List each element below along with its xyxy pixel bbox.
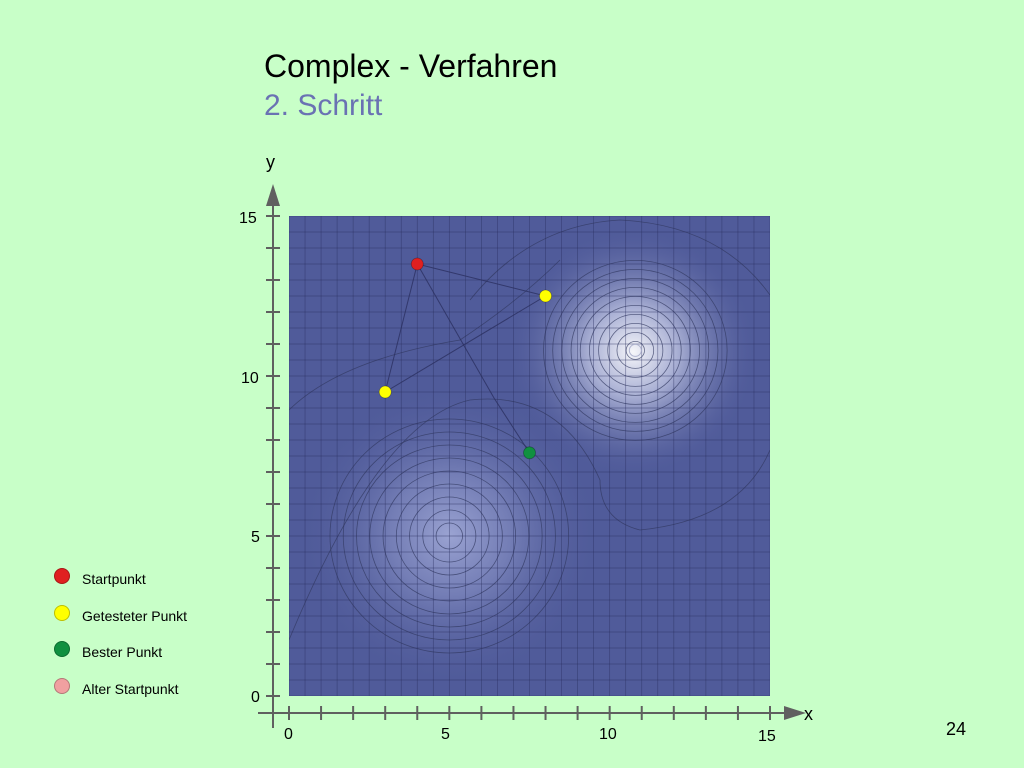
- contour-ring: [579, 295, 691, 405]
- green-dot-icon: [54, 641, 70, 657]
- y-axis-label: y: [266, 152, 275, 172]
- page-number: 24: [946, 719, 967, 739]
- legend-label: Alter Startpunkt: [82, 680, 179, 697]
- x-tick-15: 15: [758, 728, 776, 745]
- legend-item-bester-punkt: Bester Punkt: [52, 639, 252, 676]
- contour-ring: [616, 331, 655, 369]
- y-tick-5: 5: [251, 529, 260, 546]
- simplex-edge: [417, 263, 546, 297]
- legend: Startpunkt Getesteter Punkt Bester Punkt…: [52, 566, 252, 712]
- legend-label: Bester Punkt: [82, 644, 163, 660]
- legend-item-startpunkt: Startpunkt: [52, 566, 252, 603]
- grid-lines: [289, 216, 770, 696]
- y-axis-arrow: [266, 184, 280, 206]
- contour-outer-b: [289, 259, 561, 411]
- y-tick-15: 15: [239, 210, 257, 227]
- simplex-edge: [416, 263, 495, 399]
- contour-ring: [589, 304, 682, 396]
- simplex-edge: [384, 295, 546, 393]
- point-getesteter-punkt: [378, 385, 392, 399]
- point-startpunkt: [410, 257, 424, 271]
- simplex-edge: [493, 398, 530, 454]
- y-tick-0: 0: [251, 689, 260, 706]
- pink-dot-icon: [54, 677, 70, 694]
- red-dot-icon: [54, 568, 70, 584]
- x-axis-arrow: [784, 706, 806, 720]
- point-bester-punkt: [523, 446, 536, 460]
- x-tick-5: 5: [441, 726, 450, 743]
- contour-ring: [607, 322, 664, 378]
- simplex-edge: [384, 263, 418, 393]
- legend-label: Startpunkt: [82, 571, 146, 587]
- legend-item-alter-startpunkt: Alter Startpunkt: [52, 676, 252, 713]
- yellow-dot-icon: [54, 604, 70, 621]
- maximum-marker: [628, 343, 642, 357]
- contour-ring: [543, 259, 728, 441]
- contour-saddle: [289, 398, 770, 641]
- contour-ring: [552, 268, 719, 432]
- contour-ring: [598, 313, 673, 387]
- contour-ring: [570, 286, 700, 414]
- contour-outer-a: [469, 219, 770, 301]
- x-tick-0: 0: [284, 726, 293, 743]
- x-axis-label: x: [804, 704, 813, 724]
- legend-label: Getesteter Punkt: [82, 607, 188, 624]
- contour-ring: [625, 340, 645, 360]
- legend-item-getesteter-punkt: Getesteter Punkt: [52, 603, 252, 640]
- simplex-lines: [384, 263, 546, 454]
- point-getesteter-punkt: [539, 289, 552, 303]
- x-tick-10: 10: [599, 726, 617, 743]
- y-tick-10: 10: [241, 370, 259, 387]
- data-points: [378, 257, 642, 460]
- slide-subtitle: 2. Schritt: [264, 89, 383, 122]
- slide-title: Complex - Verfahren: [264, 48, 558, 84]
- axes: [258, 184, 806, 728]
- field-content: [289, 216, 770, 696]
